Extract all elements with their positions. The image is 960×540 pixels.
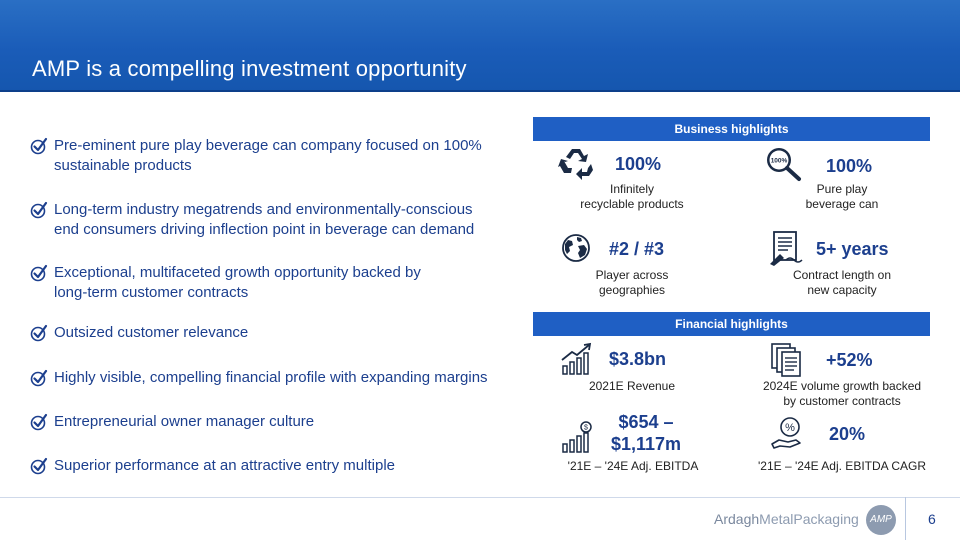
contract-icon <box>770 231 803 266</box>
key-point-text: Long-term industry megatrends and enviro… <box>54 201 475 238</box>
key-point-text: Superior performance at an attractive en… <box>54 457 395 474</box>
checkmark-icon <box>30 264 48 282</box>
banner-divider <box>0 90 960 92</box>
key-point: Long-term industry megatrends and enviro… <box>30 200 500 240</box>
brand-name: ArdaghMetalPackaging <box>714 511 859 527</box>
svg-text:100%: 100% <box>771 158 788 165</box>
key-point-text: Entrepreneurial owner manager culture <box>54 413 315 430</box>
key-point: Pre-eminent pure play beverage can compa… <box>30 136 500 176</box>
key-point-text: Outsized customer relevance <box>54 324 249 341</box>
financial-highlights-header: Financial highlights <box>533 312 930 336</box>
growth-chart-icon <box>561 342 592 375</box>
page-number: 6 <box>928 511 936 527</box>
globe-icon <box>562 234 590 262</box>
svg-text:%: % <box>785 422 795 434</box>
metric-recyclable: 100% <box>615 154 662 174</box>
checkmark-icon <box>30 201 48 219</box>
key-point: Exceptional, multifaceted growth opportu… <box>30 263 500 303</box>
percent-hand-icon: % <box>771 417 801 449</box>
caption-volume-growth: 2024E volume growth backed by customer c… <box>762 379 922 408</box>
checkmark-icon <box>30 137 48 155</box>
caption-player-rank: Player across geographies <box>595 268 669 297</box>
checkmark-icon <box>30 457 48 475</box>
caption-revenue: 2021E Revenue <box>588 379 676 393</box>
metric-revenue: $3.8bn <box>609 349 667 369</box>
metric-player-rank: #2 / #3 <box>609 239 665 259</box>
footer-divider <box>0 497 960 498</box>
caption-recyclable: Infinitely recyclable products <box>580 182 684 211</box>
svg-text:$: $ <box>584 425 588 432</box>
caption-contract-length: Contract length on new capacity <box>792 268 892 297</box>
key-point: Entrepreneurial owner manager culture <box>30 412 500 432</box>
checkmark-icon <box>30 324 48 342</box>
checkmark-icon <box>30 369 48 387</box>
caption-ebitda-cagr: '21E – '24E Adj. EBITDA CAGR <box>758 459 926 473</box>
page-title: AMP is a compelling investment opportuni… <box>32 56 467 81</box>
dollar-chart-icon: $ <box>562 421 592 453</box>
footer-separator <box>905 497 906 540</box>
title-banner: AMP is a compelling investment opportuni… <box>0 0 960 92</box>
metric-pure-play: 100% <box>826 156 873 176</box>
documents-icon <box>771 343 801 377</box>
metric-ebitda: $654 – $1,117m <box>610 412 682 454</box>
key-point: Outsized customer relevance <box>30 323 500 343</box>
key-point: Superior performance at an attractive en… <box>30 456 500 476</box>
metric-volume-growth: +52% <box>826 350 873 370</box>
metric-ebitda-cagr: 20% <box>829 424 866 444</box>
magnifier-100-icon: 100% <box>767 148 801 181</box>
recycle-icon <box>558 149 593 180</box>
key-point-text: Pre-eminent pure play beverage can compa… <box>54 137 482 174</box>
caption-pure-play: Pure play beverage can <box>805 182 879 211</box>
metric-contract-length: 5+ years <box>816 239 889 259</box>
caption-ebitda: '21E – '24E Adj. EBITDA <box>567 459 699 473</box>
key-point-text: Highly visible, compelling financial pro… <box>54 369 488 386</box>
amp-logo: AMP <box>866 505 896 535</box>
checkmark-icon <box>30 413 48 431</box>
key-point: Highly visible, compelling financial pro… <box>30 368 500 388</box>
key-point-text: Exceptional, multifaceted growth opportu… <box>54 264 421 301</box>
business-highlights-header: Business highlights <box>533 117 930 141</box>
